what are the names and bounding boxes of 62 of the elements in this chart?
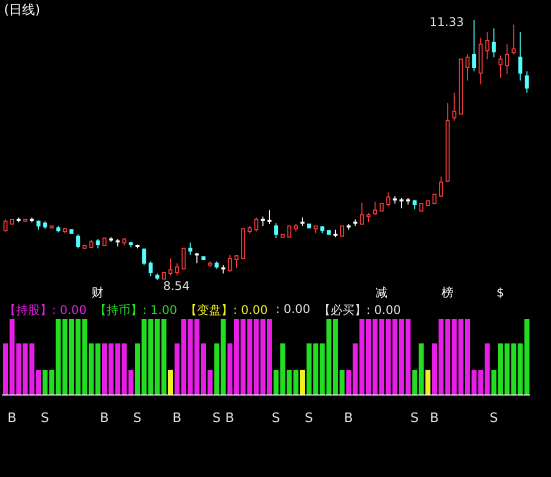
- x-tick-label: B: [430, 411, 439, 426]
- x-tick-label: B: [172, 411, 182, 426]
- candlestick: [3, 218, 8, 232]
- chart-title: (日线): [4, 3, 40, 18]
- candlestick: [287, 225, 292, 238]
- candlestick: [228, 254, 232, 272]
- candlestick: [360, 202, 364, 226]
- x-tick-label: $: [496, 286, 504, 300]
- x-tick-label: S: [490, 411, 498, 426]
- candlestick: [274, 222, 278, 239]
- x-tick-label: B: [344, 411, 353, 426]
- candlestick: [175, 262, 180, 276]
- candlestick: [439, 176, 444, 198]
- candlestick: [366, 212, 370, 223]
- x-tick-label: S: [272, 411, 280, 426]
- candlestick: [524, 70, 529, 94]
- candlestick: [76, 234, 80, 249]
- candlestick: [194, 252, 199, 264]
- x-tick-label: 榜: [442, 286, 454, 300]
- series-label: 【持股】: 0.00: [4, 302, 87, 319]
- candlestick: [452, 92, 456, 122]
- candlestick: [188, 242, 192, 256]
- candlestick: [36, 220, 40, 230]
- text: 【变盘】: 0.00: [185, 302, 268, 319]
- candlestick: [373, 201, 378, 216]
- candlestick: [485, 32, 490, 60]
- candlestick: [260, 216, 265, 226]
- x-tick-label: S: [40, 411, 50, 426]
- candlestick: [492, 28, 496, 58]
- x-tick-label: S: [304, 411, 314, 426]
- x-tick-label: B: [7, 411, 16, 426]
- candlestick: [412, 199, 417, 210]
- candlestick: [96, 238, 100, 249]
- candlestick: [267, 210, 272, 225]
- x-tick-label: B: [100, 411, 109, 426]
- candlestick: [432, 194, 436, 204]
- candlestick: [518, 32, 522, 82]
- series-label: 【持币】: 1.00: [94, 302, 178, 319]
- annotation: 11.33: [430, 15, 464, 29]
- candlestick: [182, 248, 186, 270]
- x-tick-label: S: [410, 411, 419, 426]
- x-tick-label: 减: [376, 286, 388, 300]
- text: : 0.00: [276, 302, 310, 318]
- x-tick-label: S: [133, 411, 142, 426]
- x-tick-label: 财: [92, 286, 104, 300]
- text: 【必买】: 0.00: [318, 302, 401, 319]
- candlestick: [512, 24, 516, 55]
- candlestick: [505, 44, 510, 75]
- candlestick: [234, 254, 238, 268]
- candlestick: [168, 258, 172, 276]
- candlestick: [399, 197, 404, 209]
- x-tick-label: S: [212, 411, 221, 426]
- candlestick: [386, 192, 390, 207]
- candlestick: [472, 20, 476, 72]
- candlestick: [254, 217, 258, 232]
- x-tick-label: B: [225, 411, 234, 426]
- candlestick: [465, 54, 470, 82]
- candlestick: [340, 225, 344, 237]
- annotation: 8.54: [163, 279, 190, 293]
- candlestick: [142, 248, 146, 266]
- candlestick: [148, 260, 153, 277]
- candlestick: [498, 54, 502, 78]
